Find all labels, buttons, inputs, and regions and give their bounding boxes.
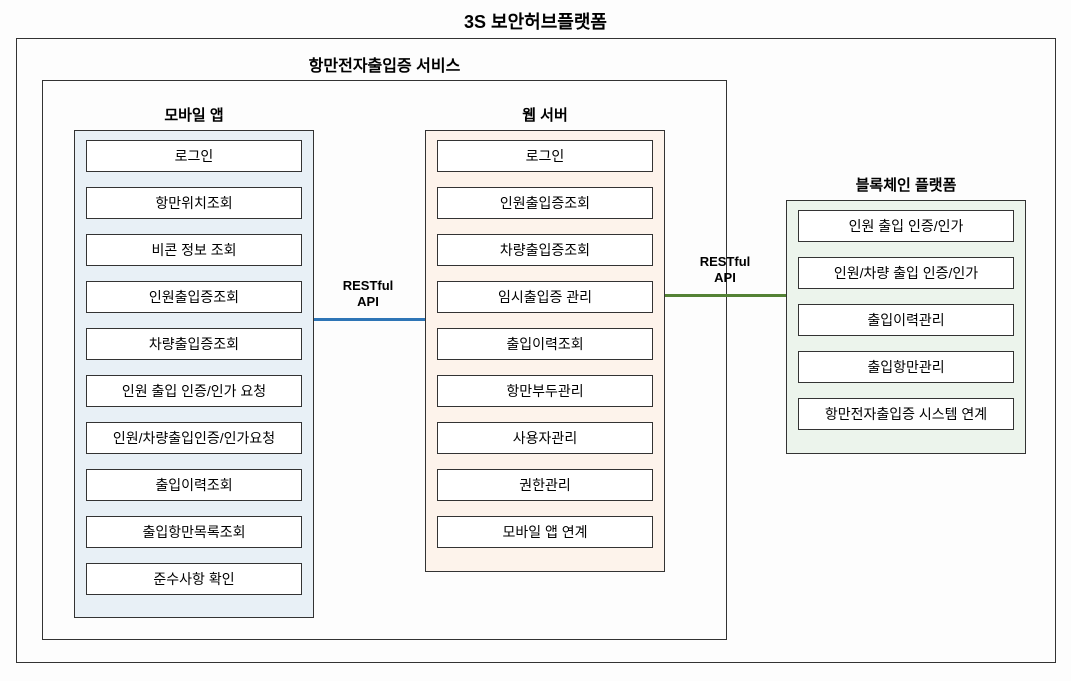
connector-conn1	[314, 318, 425, 321]
item-web-3: 임시출입증 관리	[437, 281, 653, 313]
main-title: 3S 보안허브플랫폼	[0, 8, 1071, 34]
item-web-7: 권한관리	[437, 469, 653, 501]
service-title: 항만전자출입증 서비스	[42, 52, 727, 76]
column-title-blockchain: 블록체인 플랫폼	[786, 174, 1026, 195]
item-blockchain-2: 출입이력관리	[798, 304, 1014, 336]
item-mobile-9: 준수사항 확인	[86, 563, 302, 595]
item-mobile-0: 로그인	[86, 140, 302, 172]
column-title-web: 웹 서버	[425, 104, 665, 125]
item-mobile-8: 출입항만목록조회	[86, 516, 302, 548]
item-web-0: 로그인	[437, 140, 653, 172]
item-web-4: 출입이력조회	[437, 328, 653, 360]
item-mobile-2: 비콘 정보 조회	[86, 234, 302, 266]
item-blockchain-1: 인원/차량 출입 인증/인가	[798, 257, 1014, 289]
item-blockchain-4: 항만전자출입증 시스템 연계	[798, 398, 1014, 430]
connector-label-conn1: RESTfulAPI	[333, 278, 403, 309]
item-web-6: 사용자관리	[437, 422, 653, 454]
item-mobile-1: 항만위치조회	[86, 187, 302, 219]
column-title-mobile: 모바일 앱	[74, 104, 314, 125]
item-mobile-5: 인원 출입 인증/인가 요청	[86, 375, 302, 407]
item-mobile-6: 인원/차량출입인증/인가요청	[86, 422, 302, 454]
connector-conn2	[665, 294, 786, 297]
connector-label-conn2: RESTfulAPI	[690, 254, 760, 285]
item-web-5: 항만부두관리	[437, 375, 653, 407]
item-web-8: 모바일 앱 연계	[437, 516, 653, 548]
item-blockchain-3: 출입항만관리	[798, 351, 1014, 383]
item-mobile-7: 출입이력조회	[86, 469, 302, 501]
item-blockchain-0: 인원 출입 인증/인가	[798, 210, 1014, 242]
item-web-1: 인원출입증조회	[437, 187, 653, 219]
item-mobile-3: 인원출입증조회	[86, 281, 302, 313]
item-web-2: 차량출입증조회	[437, 234, 653, 266]
item-mobile-4: 차량출입증조회	[86, 328, 302, 360]
